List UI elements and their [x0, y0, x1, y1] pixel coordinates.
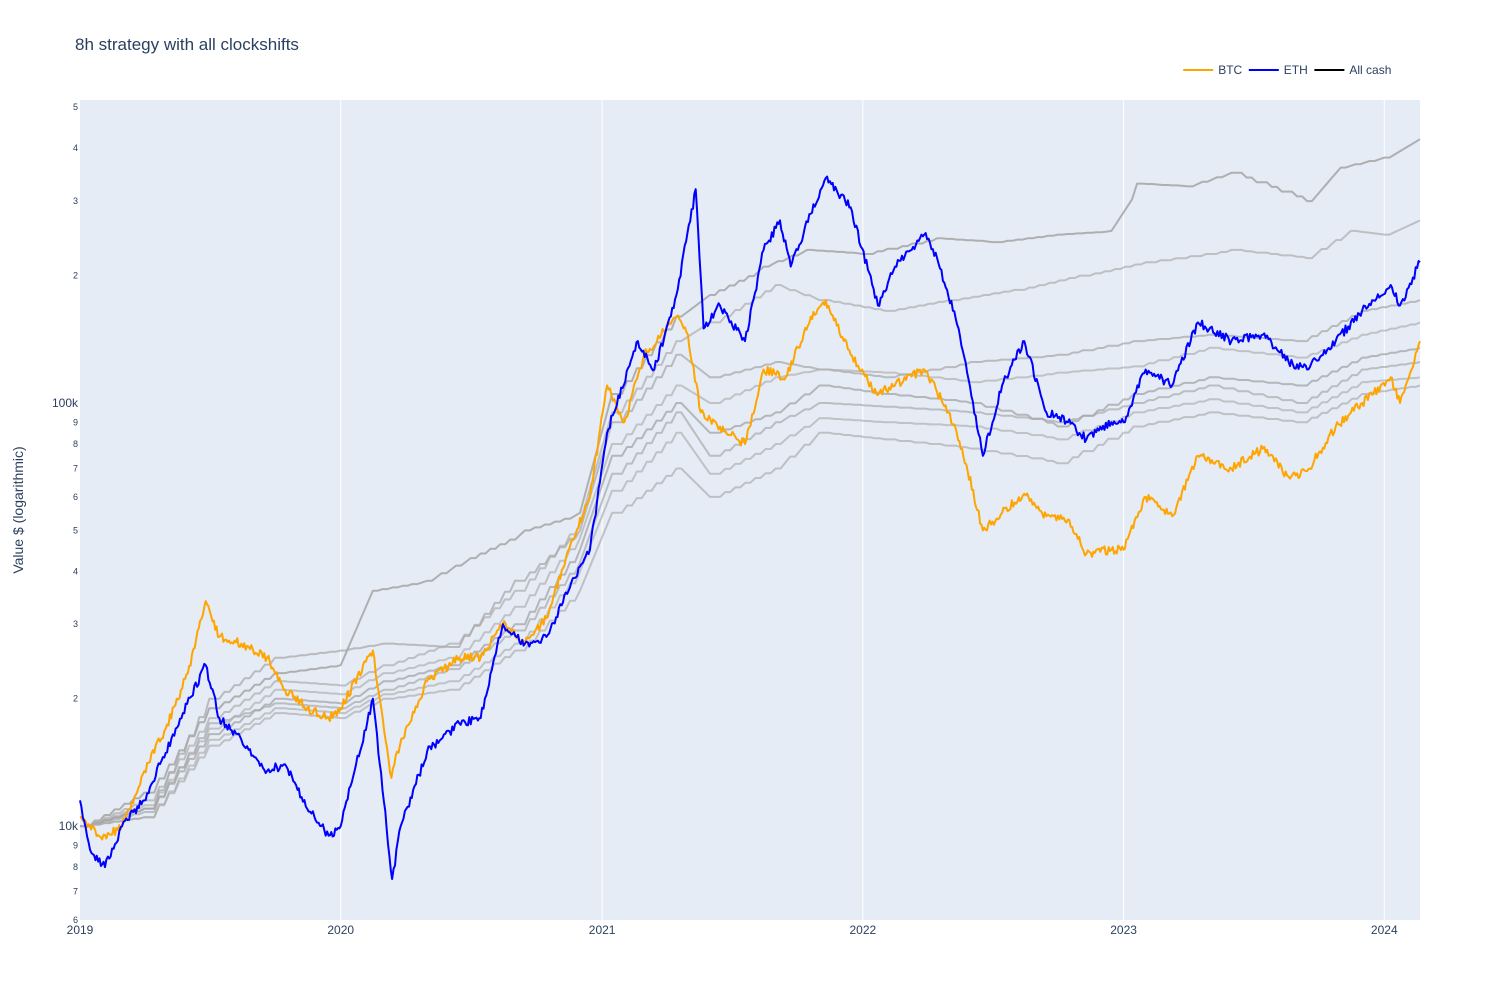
x-tick-label: 2019 [67, 923, 94, 937]
y-tick-label: 4 [73, 566, 78, 576]
series-line-strategy-shift-3 [80, 299, 1421, 828]
legend: BTC ETH All cash [1183, 63, 1391, 77]
x-tick-label: 2023 [1110, 923, 1137, 937]
series-line-strategy-shift-4 [80, 321, 1421, 828]
legend-label: ETH [1284, 63, 1308, 77]
y-tick-label: 8 [73, 439, 78, 449]
legend-label: All cash [1349, 63, 1391, 77]
x-tick-label: 2024 [1371, 923, 1398, 937]
y-tick-label: 6 [73, 492, 78, 502]
y-tick-label: 8 [73, 862, 78, 872]
x-axis-ticks: 2019 2020 2021 2022 2023 2024 [67, 923, 1398, 937]
series-line-btc [79, 299, 1421, 841]
y-axis-title: Value $ (logarithmic) [10, 446, 26, 573]
y-tick-label: 7 [73, 464, 78, 474]
legend-item[interactable]: BTC [1183, 63, 1243, 77]
y-tick-label: 2 [73, 694, 78, 704]
y-tick-label: 9 [73, 417, 78, 427]
y-tick-label: 100k [52, 396, 79, 410]
y-tick-label: 4 [73, 143, 78, 153]
y-tick-label: 6 [73, 915, 78, 925]
legend-item[interactable]: ETH [1248, 63, 1308, 77]
y-tick-label: 2 [73, 271, 78, 281]
series-line-strategy-shift-2 [80, 219, 1421, 828]
x-tick-label: 2020 [327, 923, 354, 937]
legend-label: BTC [1218, 63, 1242, 77]
y-tick-label: 9 [73, 840, 78, 850]
plot-background[interactable] [80, 100, 1420, 920]
x-tick-label: 2022 [850, 923, 877, 937]
y-tick-label: 3 [73, 619, 78, 629]
series-line-strategy-shift-7 [80, 376, 1421, 828]
y-tick-label: 10k [59, 819, 79, 833]
chart-title: 8h strategy with all clockshifts [75, 35, 299, 54]
y-tick-label: 7 [73, 887, 78, 897]
series-lines [79, 138, 1421, 880]
series-line-strategy-shift-8 [80, 384, 1421, 828]
legend-item[interactable]: All cash [1314, 63, 1391, 77]
series-line-eth [79, 175, 1421, 880]
x-gridlines [340, 100, 1385, 920]
y-tick-label: 5 [73, 525, 78, 535]
y-tick-label: 5 [73, 102, 78, 112]
y-axis-ticks: 6 7 8 9 10k 2 3 4 5 6 7 8 9 100k 2 3 4 5 [52, 102, 79, 925]
series-line-strategy-shift-1 [80, 138, 1421, 828]
x-tick-label: 2021 [589, 923, 616, 937]
y-tick-label: 3 [73, 196, 78, 206]
series-line-strategy-shift-6 [80, 361, 1421, 828]
